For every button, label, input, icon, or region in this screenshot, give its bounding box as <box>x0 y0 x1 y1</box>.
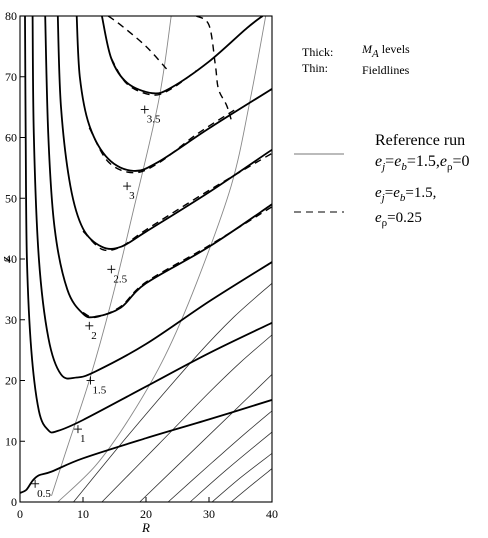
y-tick-label-60: 60 <box>5 131 17 145</box>
y-tick-label-30: 30 <box>5 313 17 327</box>
y-tick-label-70: 70 <box>5 70 17 84</box>
y-axis-ticks: 0 10 20 30 40 50 60 70 80 <box>5 9 25 509</box>
ma-level-3-dashed <box>88 109 235 174</box>
y-tick-label-50: 50 <box>5 191 17 205</box>
ma-level-3.5-solid <box>101 16 264 95</box>
contour-label-3: 3 <box>129 190 135 202</box>
x-tick-label-40: 40 <box>266 507 278 521</box>
contour-label-2.5: 2.5 <box>113 273 127 285</box>
thin-legend-text: Fieldlines <box>362 63 410 77</box>
x-tick-label-30: 30 <box>203 507 215 521</box>
y-axis-label: z <box>0 256 13 262</box>
fieldlines-layer <box>51 16 272 502</box>
ma-level-1.5-solid <box>31 16 272 380</box>
dashed-segment-2 <box>195 16 232 120</box>
y-tick-label-80: 80 <box>5 9 17 23</box>
solid-legend-title: Reference run <box>375 132 465 149</box>
fieldline-6 <box>167 410 272 502</box>
ma-level-2.5-solid <box>56 16 272 250</box>
x-axis-ticks: 0 10 20 30 40 <box>17 497 278 521</box>
thick-legend-label: Thick: <box>302 45 333 59</box>
contour-label-1: 1 <box>80 433 86 445</box>
fieldline-1 <box>51 16 172 497</box>
y-tick-label-20: 20 <box>5 374 17 388</box>
thick-legend-text: MA levels <box>361 42 410 60</box>
fieldline-4 <box>101 334 272 502</box>
y-tick-label-10: 10 <box>5 434 17 448</box>
ma-level-2.5-dashed <box>82 152 272 252</box>
ma-level-3-solid <box>75 16 272 172</box>
contour-label-2: 2 <box>91 330 97 342</box>
ma-level-3.5-dashed <box>110 58 197 96</box>
ma-level-0.5-solid <box>20 399 272 494</box>
y-tick-label-40: 40 <box>5 252 17 266</box>
x-tick-label-0: 0 <box>17 507 23 521</box>
fieldline-5 <box>139 374 272 502</box>
contour-label-1.5: 1.5 <box>93 385 107 397</box>
x-axis-label: R <box>141 520 150 535</box>
solid-legend-params: ej=eb=1.5,eρ=0 <box>375 153 469 173</box>
y-tick-label-0: 0 <box>11 495 17 509</box>
fieldline-9 <box>230 468 272 502</box>
style-legend: Reference run ej=eb=1.5,eρ=0 ej=eb=1.5, … <box>294 132 469 229</box>
fieldline-7 <box>189 431 272 502</box>
fieldline-2 <box>57 16 267 502</box>
x-tick-label-10: 10 <box>77 507 89 521</box>
fieldline-8 <box>211 453 272 502</box>
contour-labels: 0.5 1 1.5 2 2.5 3 3.5 <box>31 105 161 500</box>
type-legend: Thick: Thin: MA levels Fieldlines <box>302 42 410 77</box>
ma-level-1-solid <box>24 16 272 434</box>
dashed-legend-params-1: ej=eb=1.5, <box>375 185 436 204</box>
contour-label-0.5: 0.5 <box>37 488 51 500</box>
thin-legend-label: Thin: <box>302 61 328 75</box>
dashed-segment-1 <box>107 16 169 72</box>
dashed-legend-params-2: eρ=0.25 <box>375 210 422 229</box>
ma-level-contours-layer <box>20 16 272 494</box>
x-tick-label-20: 20 <box>140 507 152 521</box>
ma-level-2-solid <box>44 16 272 319</box>
contour-label-3.5: 3.5 <box>147 114 161 126</box>
plot-frame <box>19 15 273 503</box>
